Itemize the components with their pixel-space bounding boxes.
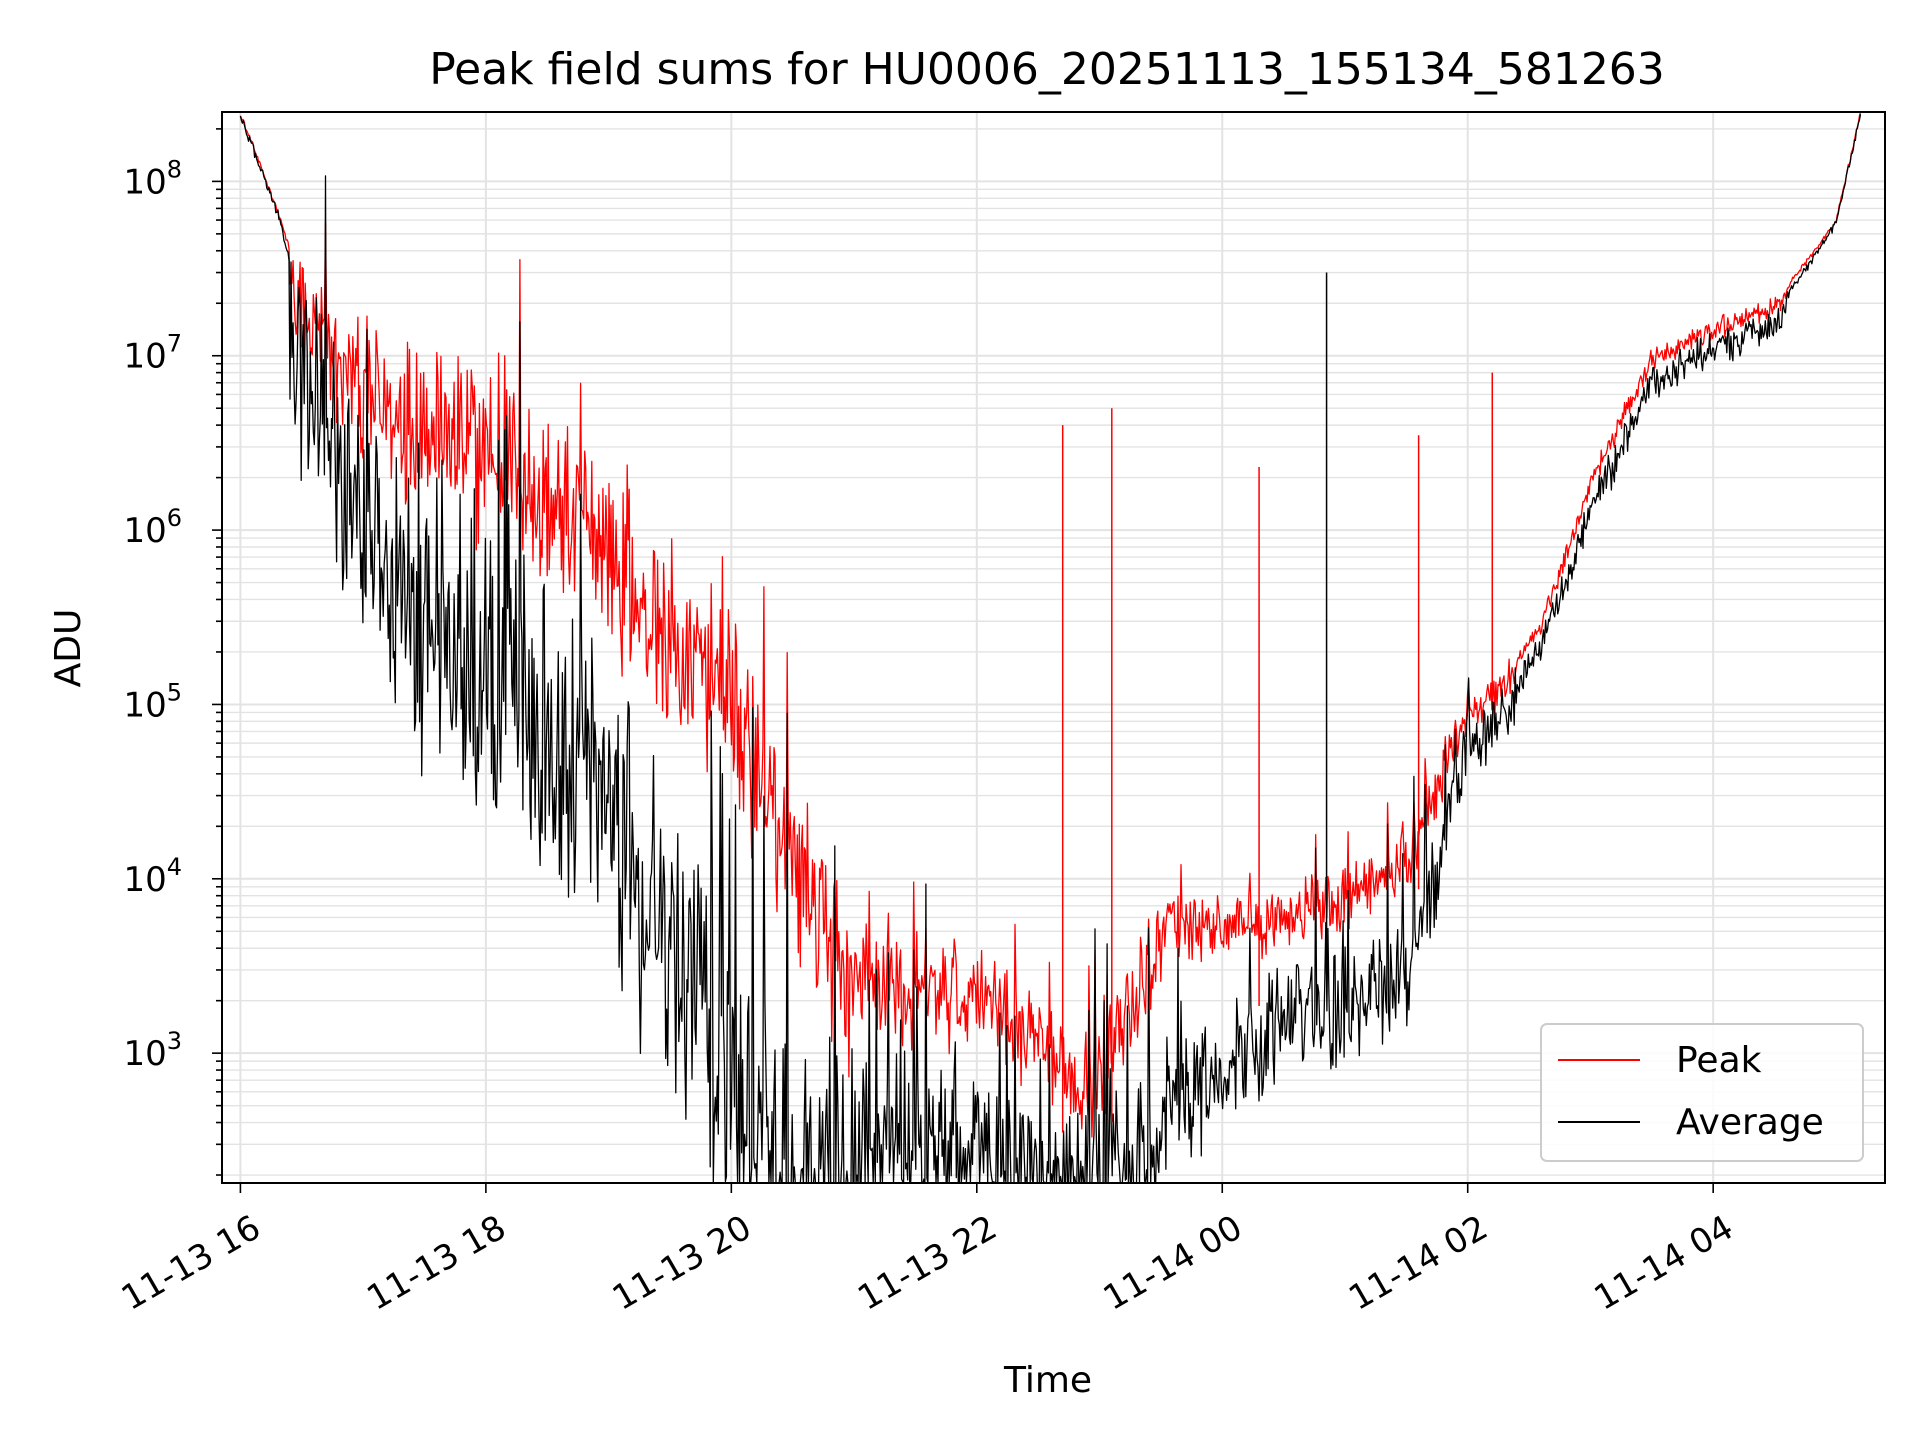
y-tick-label: 105 <box>123 678 182 725</box>
y-tick-label: 104 <box>123 853 182 900</box>
y-tick-label: 103 <box>123 1027 182 1074</box>
x-axis-label: Time <box>1003 1360 1092 1401</box>
y-axis: 103 104 105 106 107 108 <box>123 128 222 1176</box>
y-tick-label: 106 <box>123 504 182 551</box>
chart-title: Peak field sums for HU0006_20251113_1551… <box>429 44 1665 95</box>
plot-frame <box>221 111 1886 1184</box>
y-tick-label: 107 <box>123 330 182 377</box>
legend: Peak Average <box>1540 1023 1864 1162</box>
y-tick-label: 108 <box>123 155 182 202</box>
legend-box <box>1540 1023 1864 1162</box>
legend-average-label: Average <box>1676 1102 1824 1143</box>
series-line-peak <box>239 111 1862 1138</box>
legend-peak-label: Peak <box>1676 1040 1762 1081</box>
y-axis-label: ADU <box>48 609 89 688</box>
grid <box>222 112 1885 1183</box>
